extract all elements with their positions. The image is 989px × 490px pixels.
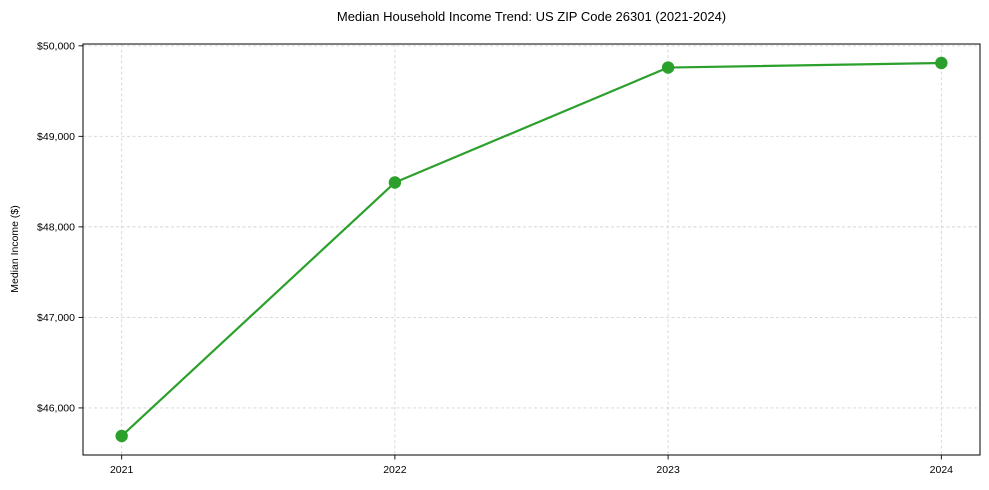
y-tick-label: $47,000: [37, 312, 75, 324]
x-tick-label: 2022: [383, 464, 407, 476]
y-axis-label: Median Income ($): [9, 205, 21, 293]
x-tick-label: 2024: [930, 464, 954, 476]
chart-title: Median Household Income Trend: US ZIP Co…: [336, 9, 727, 24]
x-tick-label: 2021: [110, 464, 134, 476]
data-point-2022: [388, 176, 402, 189]
y-tick-label: $49,000: [37, 131, 75, 143]
y-tick-label: $46,000: [37, 402, 75, 414]
y-tick-label: $50,000: [37, 40, 75, 52]
trend-line: [120, 61, 943, 438]
plot-border: [82, 43, 981, 456]
data-point-2023: [661, 61, 675, 74]
data-point-2024: [935, 56, 948, 70]
x-tick-label: 2023: [656, 464, 680, 476]
data-point-2021: [115, 429, 128, 443]
y-tick-label: $48,000: [37, 221, 75, 233]
